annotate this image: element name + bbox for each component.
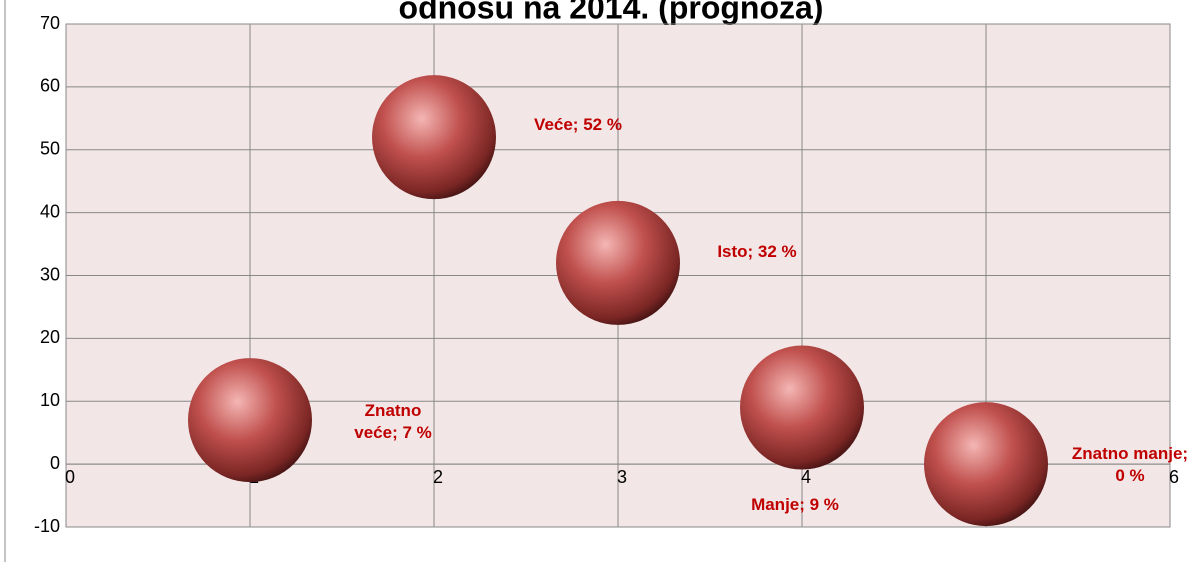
data-label: Veće; 52 % <box>534 115 622 135</box>
x-tick-label: 6 <box>1169 467 1179 487</box>
y-tick-label: 10 <box>40 390 60 410</box>
data-label: Znatno manje; 0 % <box>1071 444 1189 486</box>
y-tick-label: 70 <box>40 13 60 33</box>
data-label: Znatno veće; 7 % <box>354 401 432 443</box>
x-tick-label: 3 <box>617 467 627 487</box>
y-tick-label: 50 <box>40 139 60 159</box>
y-tick-label: 40 <box>40 201 60 221</box>
y-tick-label: 20 <box>40 327 60 347</box>
chart-title: odnosu na 2014. (prognoza) <box>399 0 824 25</box>
bubble <box>372 75 496 200</box>
x-tick-label: 4 <box>801 467 811 487</box>
data-label: Isto; 32 % <box>717 241 797 261</box>
y-tick-label: 0 <box>50 453 60 473</box>
bubble <box>188 358 312 483</box>
x-tick-label: 0 <box>65 467 75 487</box>
bubble <box>556 200 680 325</box>
bubble <box>924 402 1048 527</box>
y-tick-label: 30 <box>40 264 60 284</box>
x-tick-label: 2 <box>433 467 443 487</box>
y-tick-label: -10 <box>34 516 60 536</box>
bubble <box>740 345 864 470</box>
y-tick-label: 60 <box>40 76 60 96</box>
data-label: Manje; 9 % <box>751 494 839 514</box>
